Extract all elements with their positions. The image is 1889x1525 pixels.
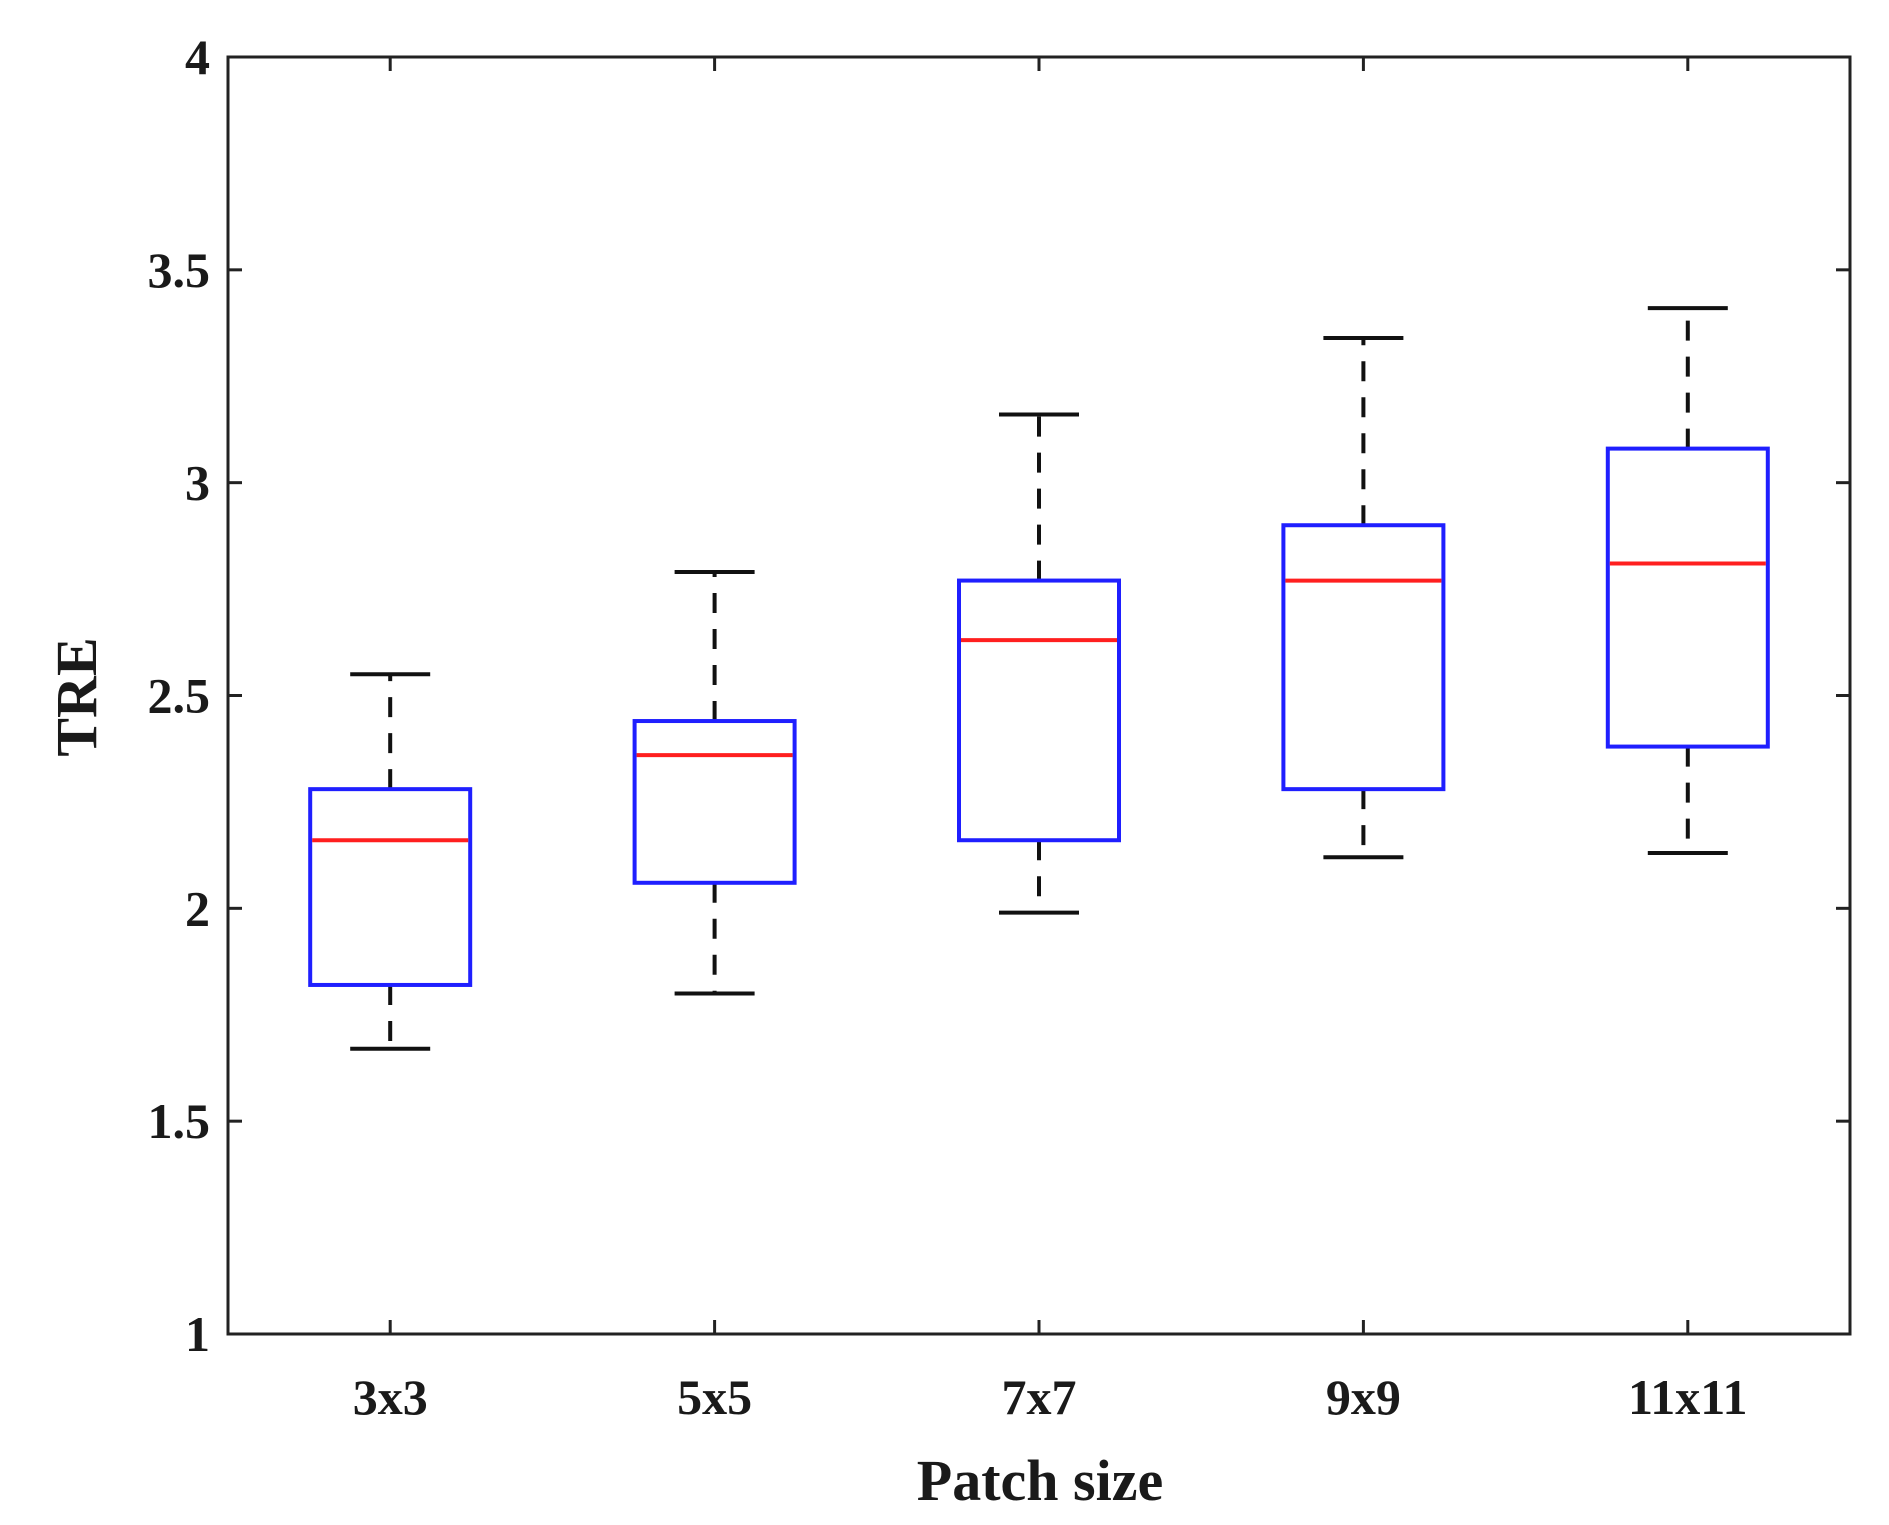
- y-tick-label: 1.5: [148, 1093, 211, 1149]
- y-tick-label: 3: [185, 455, 210, 511]
- iqr-box: [957, 578, 1121, 843]
- box-7x7: [957, 412, 1121, 915]
- box-3x3: [308, 672, 473, 1051]
- y-tick-label: 2: [185, 880, 210, 936]
- y-axis-label: TRE: [44, 637, 109, 756]
- y-tick-label: 3.5: [148, 242, 211, 298]
- x-tick-label: 9x9: [1326, 1369, 1401, 1425]
- iqr-box: [632, 719, 797, 885]
- y-tick-label: 1: [185, 1306, 210, 1362]
- x-tick-label: 5x5: [677, 1369, 752, 1425]
- y-tick-label: 2.5: [148, 668, 211, 724]
- plot-area: 1 1.5 2 2.5 3 3.5 4 3x3 5x5 7x7 9x9 11x11: [148, 29, 1852, 1425]
- box-5x5: [632, 570, 797, 996]
- x-tick-label: 3x3: [353, 1369, 428, 1425]
- x-tick-label: 7x7: [1002, 1369, 1077, 1425]
- iqr-box: [1605, 446, 1770, 749]
- box-9x9: [1281, 335, 1446, 860]
- iqr-box: [1281, 523, 1446, 792]
- iqr-box: [308, 787, 473, 987]
- x-tick-label: 11x11: [1628, 1369, 1747, 1425]
- box-11x11: [1605, 306, 1770, 855]
- x-axis-label: Patch size: [917, 1448, 1163, 1513]
- y-tick-label: 4: [185, 29, 210, 85]
